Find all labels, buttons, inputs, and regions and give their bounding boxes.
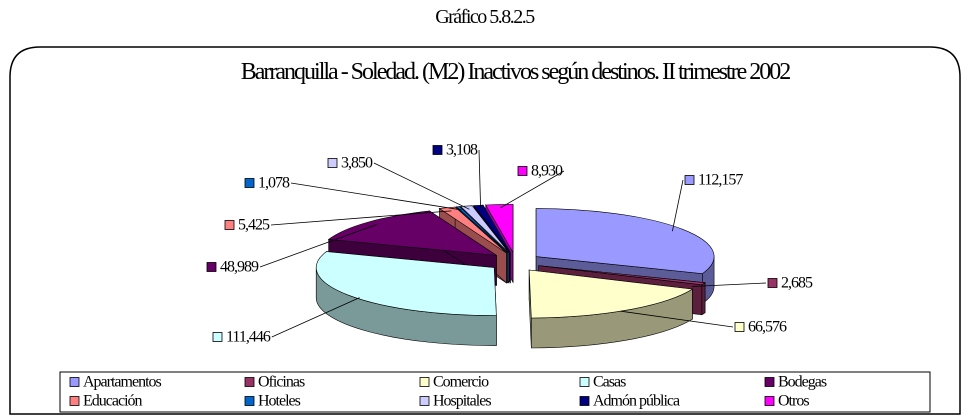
legend-swatch (69, 377, 80, 387)
data-label: 112,157 (698, 172, 743, 189)
leader-line (290, 182, 462, 211)
slice-side (701, 282, 706, 316)
legend-box (59, 371, 931, 413)
leader-line (270, 210, 452, 226)
legend-label: Otros (778, 393, 809, 410)
label-swatch (206, 262, 217, 272)
legend-swatch (419, 396, 430, 406)
leader-line (671, 179, 684, 232)
slice (535, 208, 715, 274)
chart-title: Barranquilla - Soledad. (M2) Inactivos s… (240, 59, 792, 85)
leader-line (500, 170, 565, 209)
legend-swatch (244, 377, 255, 387)
label-swatch (767, 278, 778, 288)
data-label: 8,930 (531, 163, 563, 180)
legend-swatch (69, 396, 80, 406)
leader-line (691, 282, 767, 287)
data-label: 1,078 (258, 175, 290, 192)
label-swatch (734, 322, 745, 332)
label-swatch (244, 178, 255, 188)
legend-label: Hoteles (258, 393, 301, 410)
legend-label: Oficinas (258, 374, 305, 391)
legend-swatch (579, 396, 590, 406)
legend-label: Comercio (433, 374, 489, 391)
legend-label: Admón pública (593, 393, 680, 410)
leader-line (271, 297, 360, 338)
leader-line (478, 149, 482, 209)
slice (485, 204, 514, 254)
leader-line (259, 224, 377, 268)
legend-swatch (244, 396, 255, 406)
label-swatch (517, 166, 528, 176)
legend-swatch (764, 396, 775, 406)
legend-label: Hospitales (433, 393, 491, 410)
legend-label: Casas (593, 374, 626, 391)
data-label: 3,108 (446, 142, 478, 159)
legend-label: Educación (83, 393, 143, 410)
slice (315, 251, 497, 316)
data-label: 111,446 (226, 329, 271, 346)
data-label: 66,576 (748, 319, 787, 336)
label-swatch (432, 145, 443, 155)
slice (460, 205, 510, 253)
slice (473, 204, 511, 253)
label-swatch (224, 220, 235, 230)
leader-line (620, 310, 734, 328)
label-swatch (684, 175, 695, 185)
slice (455, 206, 509, 254)
slice (528, 269, 694, 319)
slice (538, 265, 706, 286)
data-label: 48,989 (220, 259, 259, 276)
data-label: 5,425 (238, 217, 270, 234)
legend-swatch (579, 377, 590, 387)
legend-label: Apartamentos (83, 374, 162, 391)
legend-swatch (419, 377, 430, 387)
label-swatch (327, 158, 338, 168)
heading: Gráfico 5.8.2.5 (435, 6, 535, 28)
data-label: 2,685 (781, 275, 813, 292)
legend-label: Bodegas (778, 374, 827, 391)
data-label: 3,850 (341, 155, 373, 172)
slice (327, 210, 497, 256)
leader-line (373, 162, 470, 210)
legend-swatch (764, 377, 775, 387)
label-swatch (212, 332, 223, 342)
